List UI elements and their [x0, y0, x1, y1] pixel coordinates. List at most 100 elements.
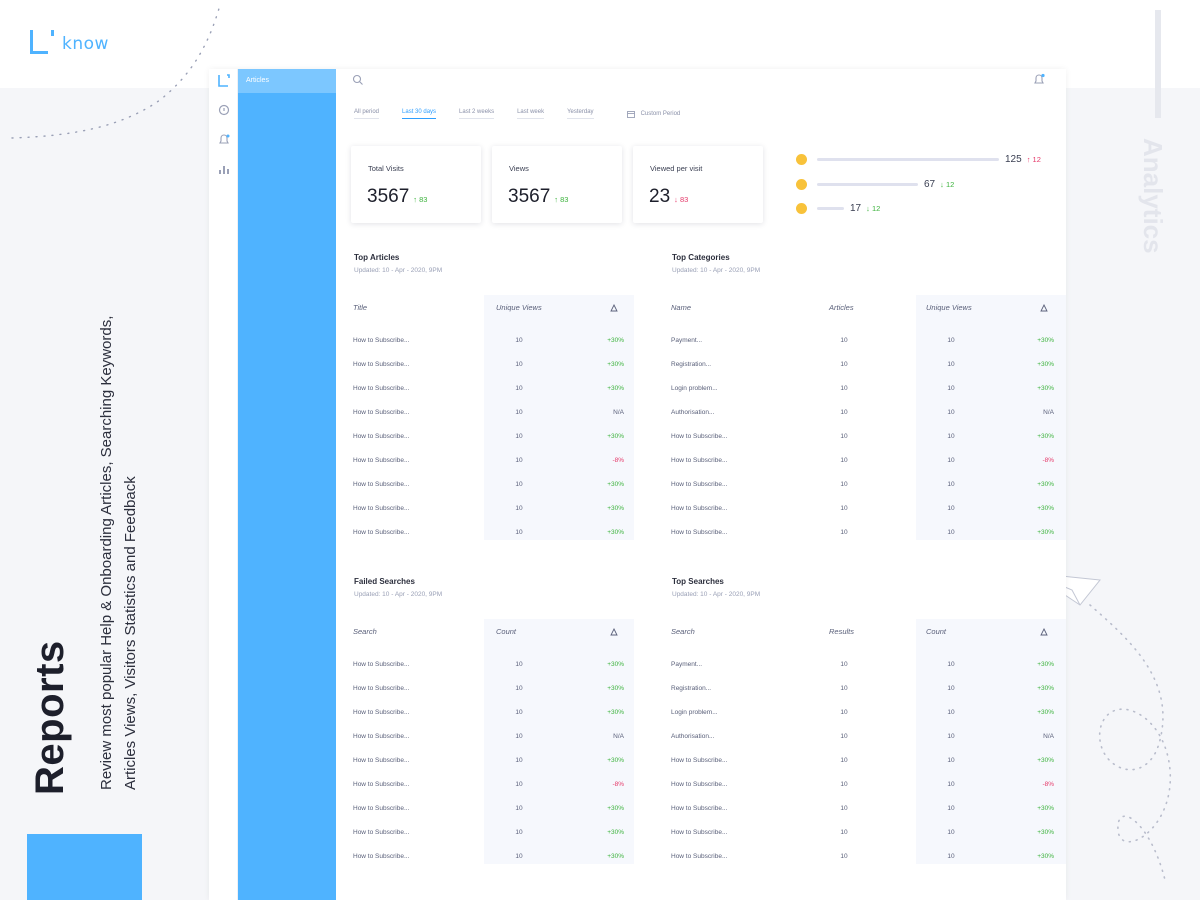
table-cell-value: 10 — [840, 481, 848, 488]
table-cell-delta: +30% — [1037, 529, 1054, 536]
table-cell-title[interactable]: How to Subscribe... — [671, 829, 728, 836]
table-cell-value: 10 — [947, 757, 955, 764]
table-cell-value: 10 — [947, 361, 955, 368]
table-cell-title[interactable]: How to Subscribe... — [353, 529, 410, 536]
period-last-week[interactable]: Last week — [517, 109, 545, 119]
custom-period-button[interactable]: Custom Period — [626, 110, 680, 118]
table-cell-value: 10 — [947, 529, 955, 536]
period-all[interactable]: All period — [354, 109, 380, 119]
column-header[interactable]: Search — [353, 627, 377, 636]
table-cell-delta: N/A — [1043, 733, 1054, 740]
table-cell-title[interactable]: How to Subscribe... — [671, 505, 728, 512]
table-cell-title[interactable]: How to Subscribe... — [353, 685, 410, 692]
table-cell-title[interactable]: How to Subscribe... — [353, 361, 410, 368]
stat-value: 3567 ↑ 83 — [508, 186, 569, 207]
sort-icon[interactable] — [610, 304, 618, 312]
table-cell-title[interactable]: How to Subscribe... — [353, 661, 410, 668]
highlight-column — [916, 619, 1066, 864]
table-cell-value: 10 — [515, 829, 523, 836]
column-header[interactable]: Count — [926, 627, 947, 636]
notification-bell-icon[interactable] — [1032, 73, 1046, 87]
table-cell-title[interactable]: How to Subscribe... — [353, 757, 410, 764]
table-cell-value: 10 — [515, 709, 523, 716]
period-last-30-days[interactable]: Last 30 days — [402, 109, 437, 119]
table-cell-title[interactable]: How to Subscribe... — [353, 337, 410, 344]
table-cell-title[interactable]: Login problem... — [671, 385, 718, 392]
column-header[interactable]: Count — [496, 627, 517, 636]
table-cell-title[interactable]: How to Subscribe... — [671, 457, 728, 464]
table-cell-title[interactable]: Authorisation... — [671, 409, 715, 416]
analytics-label: Analytics — [1138, 138, 1168, 254]
table-cell-title[interactable]: How to Subscribe... — [671, 481, 728, 488]
table-cell-value: 10 — [840, 505, 848, 512]
table-cell-delta: -8% — [1042, 781, 1054, 788]
table-cell-title[interactable]: How to Subscribe... — [671, 805, 728, 812]
table-cell-title[interactable]: How to Subscribe... — [671, 757, 728, 764]
search-icon[interactable] — [352, 74, 364, 86]
table-cell-title[interactable]: Registration... — [671, 361, 712, 368]
table-cell-value: 10 — [515, 805, 523, 812]
table-cell-delta: +30% — [607, 829, 624, 836]
top-articles-updated: Updated: 10 - Apr - 2020, 9PM — [354, 267, 443, 274]
period-last-2-weeks[interactable]: Last 2 weeks — [459, 109, 495, 119]
table-cell-title[interactable]: How to Subscribe... — [353, 781, 410, 788]
feedback-count: 67 — [924, 178, 936, 190]
table-cell-title[interactable]: How to Subscribe... — [353, 805, 410, 812]
bell-icon[interactable] — [217, 133, 231, 147]
table-cell-value: 10 — [840, 709, 848, 716]
table-cell-title[interactable]: How to Subscribe... — [353, 433, 410, 440]
app-window: Articles All period Last 30 days Last 2 … — [209, 69, 1066, 900]
logo-icon[interactable] — [217, 74, 231, 88]
logo-text: know — [62, 34, 109, 54]
nav-item-articles[interactable]: Articles — [238, 69, 336, 93]
table-cell-title[interactable]: How to Subscribe... — [353, 385, 410, 392]
feedback-delta: ↑ 12 — [1026, 154, 1041, 164]
table-cell-value: 10 — [515, 781, 523, 788]
table-cell-title[interactable]: Authorisation... — [671, 733, 715, 740]
table-cell-title[interactable]: How to Subscribe... — [353, 457, 410, 464]
table-cell-title[interactable]: How to Subscribe... — [671, 853, 728, 860]
table-cell-value: 10 — [840, 805, 848, 812]
table-cell-title[interactable]: Registration... — [671, 685, 712, 692]
feedback-bar — [817, 206, 844, 210]
table-cell-title[interactable]: How to Subscribe... — [353, 709, 410, 716]
table-cell-title[interactable]: Login problem... — [671, 709, 718, 716]
table-cell-value: 10 — [515, 661, 523, 668]
table-cell-delta: +30% — [1037, 805, 1054, 812]
column-header[interactable]: Articles — [829, 303, 854, 312]
table-cell-title[interactable]: How to Subscribe... — [353, 481, 410, 488]
table-cell-title[interactable]: Payment... — [671, 661, 703, 668]
table-cell-title[interactable]: Payment... — [671, 337, 703, 344]
period-filter: All period Last 30 days Last 2 weeks Las… — [354, 109, 680, 119]
table-cell-value: 10 — [840, 433, 848, 440]
table-cell-delta: +30% — [1037, 481, 1054, 488]
bar-chart-icon[interactable] — [217, 162, 231, 176]
table-cell-delta: +30% — [607, 805, 624, 812]
table-cell-value: 10 — [840, 361, 848, 368]
column-header[interactable]: Name — [671, 303, 692, 312]
table-cell-value: 10 — [515, 457, 523, 464]
table-cell-title[interactable]: How to Subscribe... — [353, 409, 410, 416]
column-header[interactable]: Search — [671, 627, 695, 636]
column-header[interactable]: Results — [829, 627, 855, 636]
sad-face-icon — [796, 202, 807, 214]
top-searches-title: Top Searches — [672, 577, 724, 586]
period-yesterday[interactable]: Yesterday — [567, 109, 594, 119]
column-header[interactable]: Unique Views — [496, 303, 542, 312]
chat-icon[interactable] — [217, 103, 231, 117]
sort-icon[interactable] — [610, 628, 618, 636]
table-cell-title[interactable]: How to Subscribe... — [353, 733, 410, 740]
table-cell-value: 10 — [947, 853, 955, 860]
table-cell-title[interactable]: How to Subscribe... — [671, 781, 728, 788]
column-header[interactable]: Title — [353, 303, 368, 312]
table-cell-delta: N/A — [613, 733, 624, 740]
sort-icon[interactable] — [1040, 628, 1048, 636]
table-cell-title[interactable]: How to Subscribe... — [671, 433, 728, 440]
sort-icon[interactable] — [1040, 304, 1048, 312]
table-cell-title[interactable]: How to Subscribe... — [353, 853, 410, 860]
column-header[interactable]: Unique Views — [926, 303, 972, 312]
table-cell-title[interactable]: How to Subscribe... — [353, 505, 410, 512]
stat-value: 3567 ↑ 83 — [367, 186, 428, 207]
table-cell-title[interactable]: How to Subscribe... — [671, 529, 728, 536]
table-cell-title[interactable]: How to Subscribe... — [353, 829, 410, 836]
